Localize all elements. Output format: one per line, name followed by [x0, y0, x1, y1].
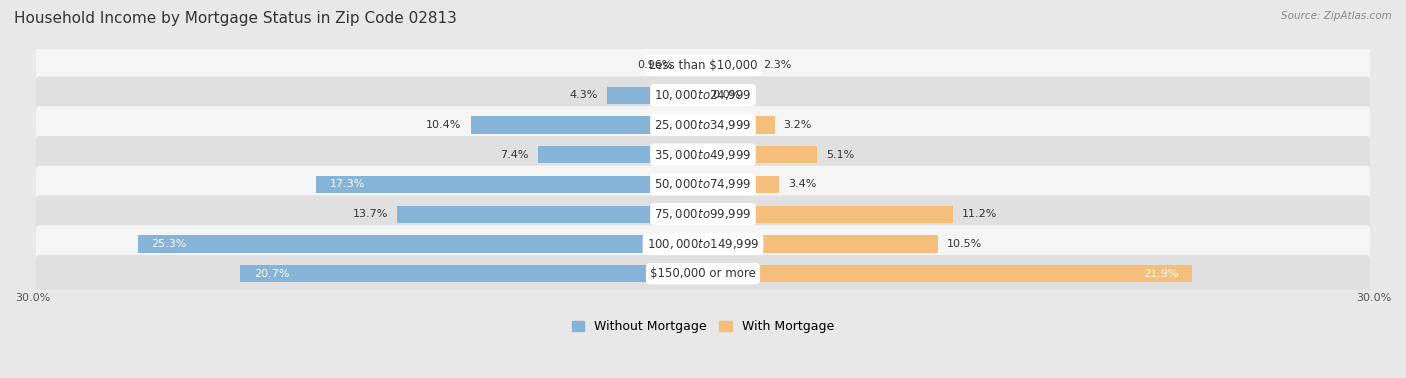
- Text: 4.3%: 4.3%: [569, 90, 598, 100]
- Bar: [471, 116, 703, 133]
- Text: 2.3%: 2.3%: [763, 60, 792, 70]
- Bar: [316, 176, 703, 193]
- Text: 0.96%: 0.96%: [637, 60, 672, 70]
- Bar: [138, 235, 703, 253]
- Text: 10.5%: 10.5%: [946, 239, 981, 249]
- Legend: Without Mortgage, With Mortgage: Without Mortgage, With Mortgage: [568, 316, 838, 337]
- Text: $10,000 to $24,999: $10,000 to $24,999: [654, 88, 752, 102]
- Text: 0.0%: 0.0%: [711, 90, 740, 100]
- Text: 17.3%: 17.3%: [330, 180, 366, 189]
- Text: 25.3%: 25.3%: [150, 239, 187, 249]
- Bar: [703, 265, 1192, 282]
- Text: 10.4%: 10.4%: [426, 120, 461, 130]
- FancyBboxPatch shape: [37, 195, 1369, 233]
- Text: 3.2%: 3.2%: [783, 120, 811, 130]
- Bar: [537, 146, 703, 163]
- Text: Household Income by Mortgage Status in Zip Code 02813: Household Income by Mortgage Status in Z…: [14, 11, 457, 26]
- Text: 11.2%: 11.2%: [962, 209, 998, 219]
- Text: $75,000 to $99,999: $75,000 to $99,999: [654, 207, 752, 221]
- Bar: [703, 235, 938, 253]
- Text: Less than $10,000: Less than $10,000: [648, 59, 758, 72]
- Text: 7.4%: 7.4%: [501, 150, 529, 160]
- Text: $150,000 or more: $150,000 or more: [650, 267, 756, 280]
- FancyBboxPatch shape: [37, 76, 1369, 114]
- Bar: [703, 176, 779, 193]
- Bar: [703, 206, 953, 223]
- Text: 21.9%: 21.9%: [1143, 269, 1180, 279]
- Bar: [396, 206, 703, 223]
- FancyBboxPatch shape: [37, 136, 1369, 174]
- Bar: [240, 265, 703, 282]
- Bar: [682, 57, 703, 74]
- Text: $25,000 to $34,999: $25,000 to $34,999: [654, 118, 752, 132]
- FancyBboxPatch shape: [37, 46, 1369, 84]
- Text: Source: ZipAtlas.com: Source: ZipAtlas.com: [1281, 11, 1392, 21]
- Text: 20.7%: 20.7%: [254, 269, 290, 279]
- Text: 13.7%: 13.7%: [353, 209, 388, 219]
- Text: $50,000 to $74,999: $50,000 to $74,999: [654, 177, 752, 191]
- FancyBboxPatch shape: [37, 106, 1369, 144]
- Text: 5.1%: 5.1%: [825, 150, 855, 160]
- FancyBboxPatch shape: [37, 166, 1369, 203]
- Bar: [703, 57, 755, 74]
- Bar: [703, 116, 775, 133]
- FancyBboxPatch shape: [37, 225, 1369, 263]
- Text: $100,000 to $149,999: $100,000 to $149,999: [647, 237, 759, 251]
- Bar: [703, 146, 817, 163]
- FancyBboxPatch shape: [37, 255, 1369, 293]
- Text: 3.4%: 3.4%: [787, 180, 817, 189]
- Text: $35,000 to $49,999: $35,000 to $49,999: [654, 148, 752, 162]
- Bar: [607, 87, 703, 104]
